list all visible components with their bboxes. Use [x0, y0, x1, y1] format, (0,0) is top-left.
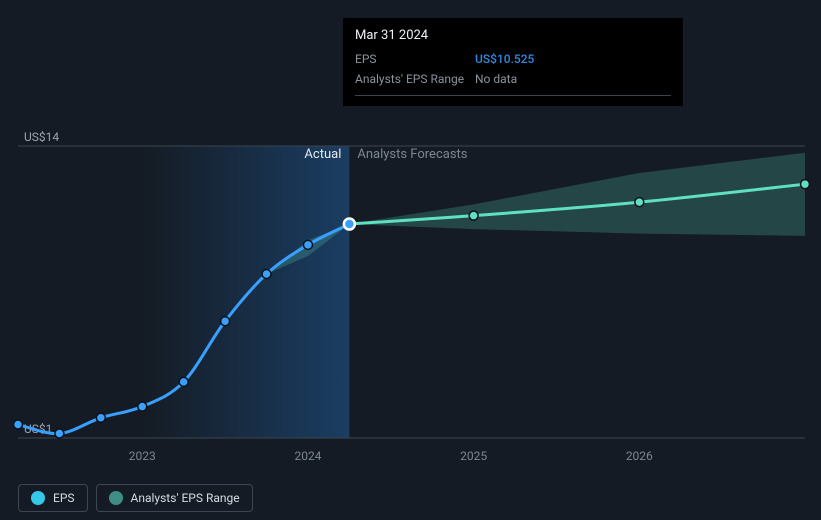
tooltip-value: US$10.525: [475, 52, 534, 66]
eps-point[interactable]: [96, 413, 105, 422]
y-axis-label: US$14: [24, 130, 59, 144]
legend-swatch: [109, 491, 123, 505]
legend-label: Analysts' EPS Range: [131, 491, 240, 505]
x-axis-tick: 2023: [129, 449, 156, 463]
x-axis-tick: 2024: [294, 449, 321, 463]
legend-item[interactable]: Analysts' EPS Range: [96, 484, 253, 512]
legend-swatch: [31, 491, 45, 505]
forecast-point[interactable]: [635, 198, 644, 207]
region-label-forecast: Analysts Forecasts: [357, 147, 467, 162]
eps-forecast-chart: US$14US$1ActualAnalysts Forecasts2023202…: [0, 0, 821, 520]
x-axis-tick: 2026: [626, 449, 653, 463]
eps-point[interactable]: [221, 317, 230, 326]
chart-legend: EPS Analysts' EPS Range: [18, 484, 253, 512]
legend-label: EPS: [53, 491, 75, 505]
chart-tooltip: Mar 31 2024 EPSUS$10.525Analysts' EPS Ra…: [343, 18, 683, 106]
region-label-actual: Actual: [304, 147, 341, 162]
tooltip-date: Mar 31 2024: [355, 28, 671, 43]
eps-point[interactable]: [138, 402, 147, 411]
cursor-point: [344, 219, 355, 230]
tooltip-key: EPS: [355, 52, 475, 66]
forecast-point[interactable]: [801, 180, 810, 189]
forecast-point[interactable]: [469, 211, 478, 220]
actual-shade: [142, 146, 349, 438]
legend-item[interactable]: EPS: [18, 484, 88, 512]
tooltip-key: Analysts' EPS Range: [355, 72, 475, 86]
eps-point[interactable]: [14, 420, 23, 429]
tooltip-row: EPSUS$10.525: [355, 49, 671, 69]
x-axis-tick: 2025: [460, 449, 487, 463]
tooltip-row: Analysts' EPS RangeNo data: [355, 69, 671, 89]
eps-point[interactable]: [303, 240, 312, 249]
eps-point[interactable]: [179, 377, 188, 386]
eps-point[interactable]: [55, 429, 64, 438]
tooltip-divider: [355, 95, 671, 96]
tooltip-value: No data: [475, 72, 517, 86]
eps-point[interactable]: [262, 270, 271, 279]
